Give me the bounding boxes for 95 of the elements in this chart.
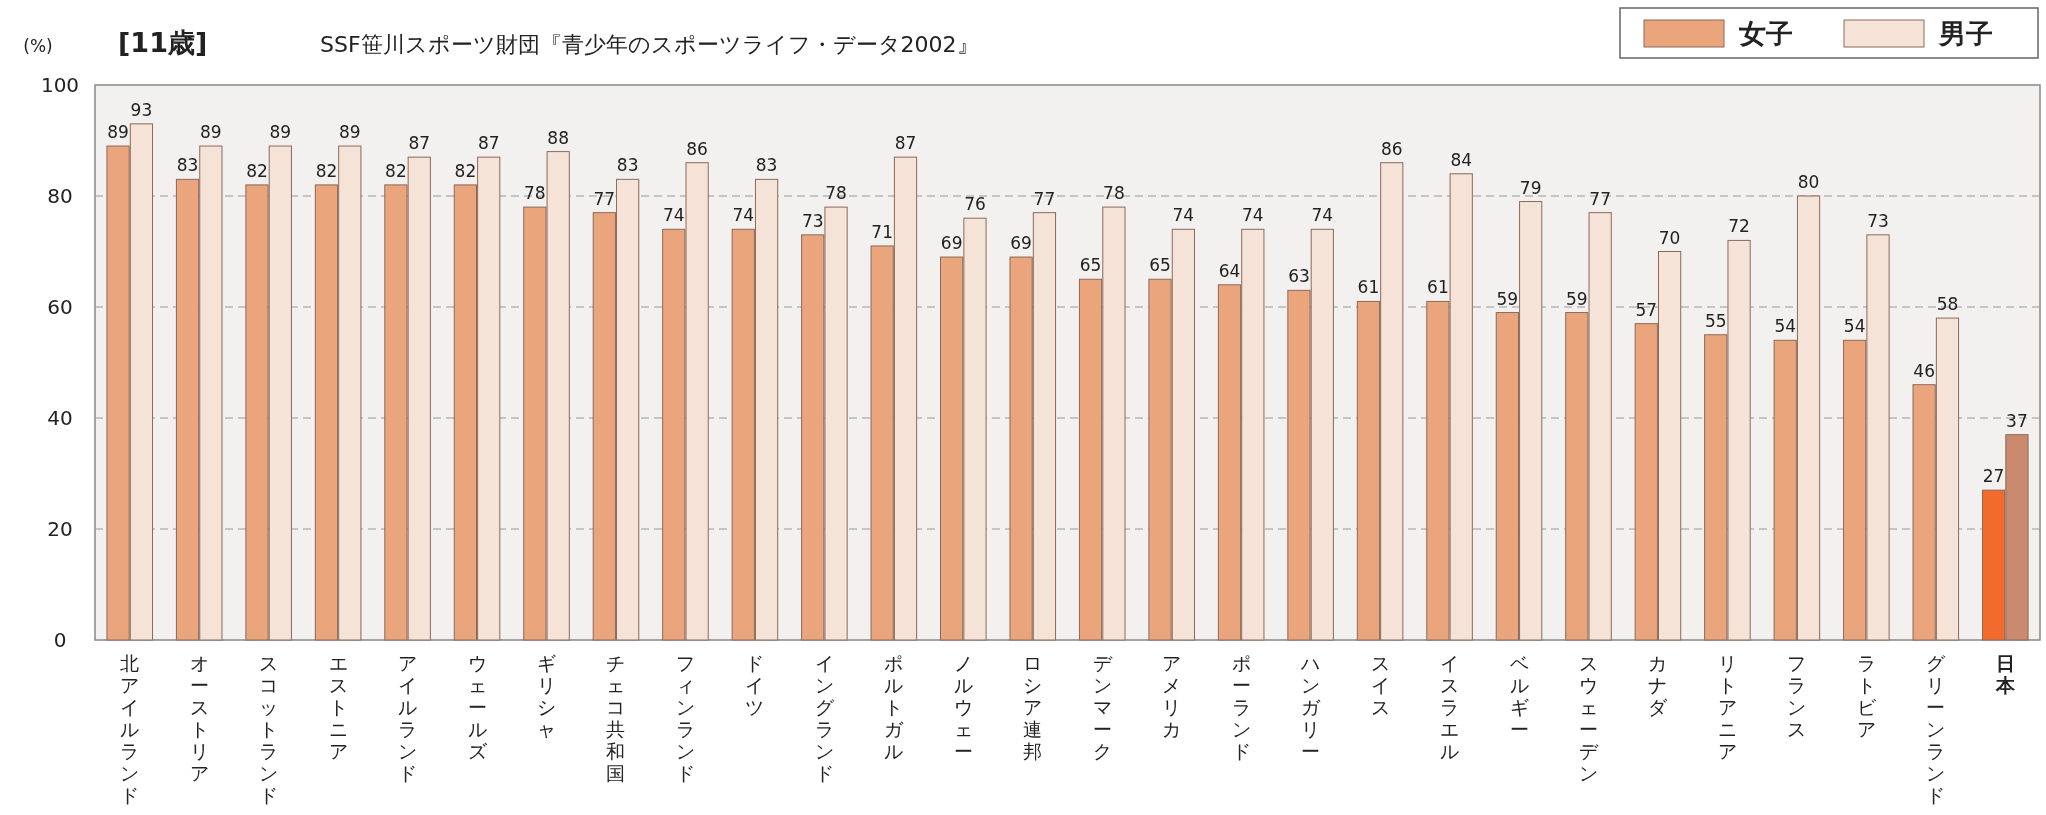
data-label: 73 <box>801 210 824 231</box>
data-label: 65 <box>1149 255 1171 276</box>
text: SSF笹川スポーツ財団『青少年のスポーツライフ・データ2002』 <box>320 32 979 57</box>
data-label: 70 <box>1658 227 1681 248</box>
data-label: 80 <box>1797 172 1820 192</box>
data-label: 82 <box>315 160 338 181</box>
x-tick-label: ドイツ <box>745 652 765 718</box>
data-label: 88 <box>547 127 570 148</box>
data-label: 76 <box>964 194 986 215</box>
data-label: 54 <box>1843 316 1866 337</box>
data-label: 86 <box>686 138 708 159</box>
y-tick-label: 20 <box>47 517 73 541</box>
data-label: 59 <box>1565 288 1588 309</box>
legend-label: 女子 <box>1738 18 1793 49</box>
data-label: 82 <box>454 160 477 181</box>
data-label: 74 <box>1172 205 1195 226</box>
data-label: 87 <box>408 133 431 154</box>
x-tick-label: アメリカ <box>1162 652 1182 740</box>
data-label: 89 <box>200 122 222 143</box>
data-label: 58 <box>1936 294 1959 315</box>
x-tick-label: スコットランド <box>259 652 279 806</box>
data-label: 79 <box>1519 177 1542 198</box>
x-tick-label: アイルランド <box>398 652 418 784</box>
data-label: 74 <box>662 205 685 226</box>
x-tick-label: ロシア連邦 <box>1023 652 1043 762</box>
data-label: 57 <box>1635 299 1658 320</box>
x-tick-label: ウェールズ <box>467 652 488 762</box>
x-tick-label: 日本 <box>1994 652 2016 696</box>
data-label: 63 <box>1288 266 1310 287</box>
x-tick-label: ポーランド <box>1231 652 1251 762</box>
data-label: 37 <box>2006 410 2028 431</box>
data-label: 69 <box>940 233 963 254</box>
data-label: 77 <box>1033 188 1056 209</box>
data-label: 89 <box>338 122 361 143</box>
x-tick-label: イスラエル <box>1440 652 1460 762</box>
y-tick-label: 80 <box>47 184 73 208</box>
data-label: 83 <box>755 155 778 176</box>
x-tick-label: エストニア <box>328 652 348 762</box>
chart-title: [11歳] <box>118 27 208 58</box>
y-tick-label: 0 <box>53 628 67 652</box>
data-label: 59 <box>1496 288 1519 309</box>
data-label: 78 <box>524 183 546 204</box>
data-label: 65 <box>1079 255 1102 276</box>
x-tick-label: ノルウェー <box>953 652 973 762</box>
data-label: 83 <box>176 155 199 176</box>
data-label: 77 <box>1589 188 1611 209</box>
x-tick-label: デンマーク <box>1092 652 1113 762</box>
data-label: 87 <box>477 133 500 154</box>
data-label: 73 <box>1867 210 1889 231</box>
x-tick-label: フランス <box>1787 652 1807 740</box>
data-label: 74 <box>1242 205 1264 226</box>
x-tick-label: スウェーデン <box>1578 652 1599 784</box>
data-label: 27 <box>1982 466 2005 487</box>
data-label: 87 <box>894 133 917 154</box>
data-label: 74 <box>1311 205 1334 226</box>
y-tick-label: 60 <box>47 295 73 319</box>
x-tick-label: チェコ共和国 <box>606 652 626 784</box>
data-label: 46 <box>1913 360 1935 381</box>
data-label: 77 <box>593 188 616 209</box>
x-tick-label: ハンガリー <box>1300 652 1322 762</box>
x-tick-label: カナダ <box>1648 652 1669 718</box>
data-label: 86 <box>1380 138 1403 159</box>
data-label: 61 <box>1357 277 1380 298</box>
data-label: 82 <box>246 160 268 181</box>
data-label: 89 <box>269 122 292 143</box>
data-label: 64 <box>1218 260 1241 281</box>
data-label: 74 <box>732 205 755 226</box>
x-tick-label: ラトビア <box>1856 652 1877 740</box>
x-tick-label: スイス <box>1370 652 1390 718</box>
data-label: 83 <box>616 155 639 176</box>
legend-label: 男子 <box>1938 18 1993 49</box>
data-label: 82 <box>385 160 407 181</box>
data-label: 61 <box>1427 277 1449 298</box>
x-tick-label: ポルトガル <box>884 652 905 762</box>
x-tick-label: ギリシャ <box>537 652 557 740</box>
data-label: 72 <box>1728 216 1750 237</box>
y-axis-title: (%) <box>23 36 53 56</box>
x-tick-label: フィンランド <box>675 652 695 784</box>
y-tick-label: 100 <box>40 73 80 97</box>
data-label: 84 <box>1450 149 1473 170</box>
x-tick-label: ベルギー <box>1509 652 1529 740</box>
data-label: 78 <box>1103 183 1125 204</box>
x-tick-label: イングランド <box>814 652 835 784</box>
data-label: 55 <box>1704 310 1727 331</box>
x-tick-label: リトアニア <box>1717 652 1737 762</box>
x-tick-label: 北アイルランド <box>120 652 140 806</box>
y-tick-label: 40 <box>47 406 73 430</box>
data-label: 93 <box>130 99 153 120</box>
x-tick-label: オーストリア <box>189 652 209 784</box>
data-label: 89 <box>107 122 129 143</box>
data-label: 54 <box>1774 316 1797 337</box>
data-label: 71 <box>871 221 893 242</box>
data-label: 69 <box>1010 233 1032 254</box>
x-tick-label: グリーンランド <box>1926 652 1947 806</box>
data-label: 78 <box>825 183 847 204</box>
